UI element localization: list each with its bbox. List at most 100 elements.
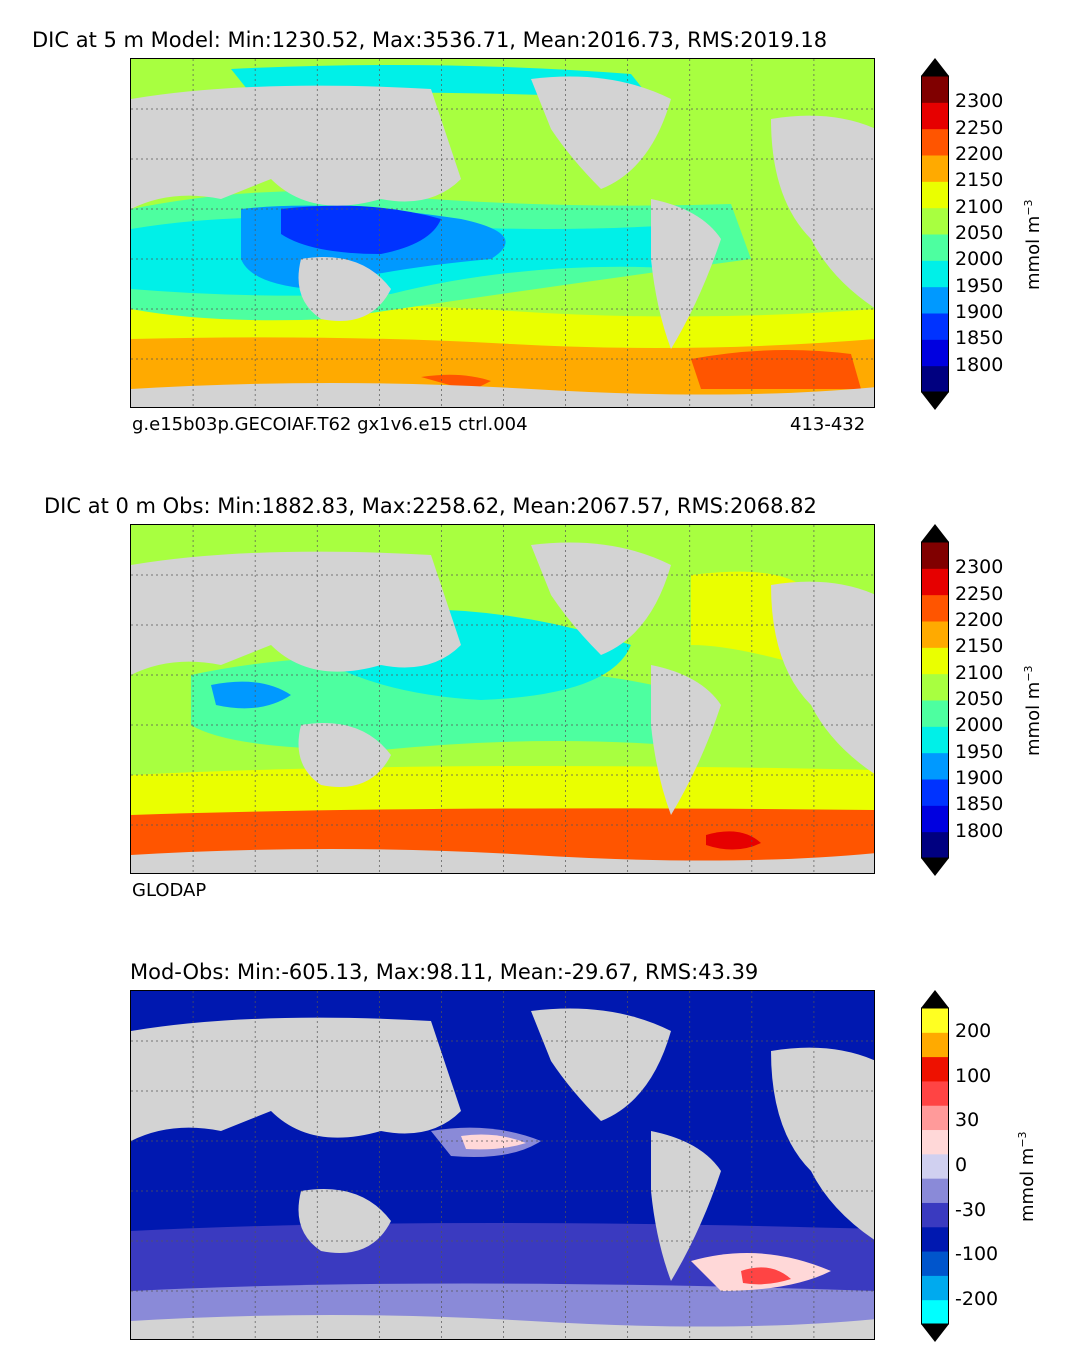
colorbar-tick-label: 2250 xyxy=(955,116,1004,139)
colorbar-tick-label: 2200 xyxy=(955,143,1004,165)
colorbar-segment xyxy=(921,1056,949,1082)
colorbar-segment xyxy=(921,1129,949,1155)
colorbar-segment xyxy=(921,365,949,393)
colorbar-segment xyxy=(921,1153,949,1179)
band-1900 xyxy=(281,205,441,254)
colorbar-tick-label: 2100 xyxy=(955,195,1004,218)
colorbar-segment xyxy=(921,339,949,367)
colorbar-tick-label: 1900 xyxy=(955,301,1004,323)
colorbar-segment xyxy=(921,313,949,340)
colorbar-segment xyxy=(921,1226,949,1252)
panel2-colorbar: 2300 2250 2200 2150 2100 2050 2000 1950 1900 1850… xyxy=(921,524,1003,876)
land-antarctica xyxy=(131,1315,874,1339)
panel3-title: Mod-Obs: Min:-605.13, Max:98.11, Mean:-2… xyxy=(130,960,759,984)
colorbar-segment xyxy=(921,1202,949,1228)
colorbar-segment xyxy=(921,542,949,569)
colorbar-segment xyxy=(921,1178,949,1203)
panel1-colorbar: 2300 2250 2200 2150 2100 2050 2000 1950 1900 1850… xyxy=(921,58,1003,410)
colorbar-extend-max xyxy=(921,58,949,76)
colorbar-segment xyxy=(921,76,949,103)
colorbar-tick-label: 0 xyxy=(955,1154,968,1176)
panel1-title: DIC at 5 m Model: Min:1230.52, Max:3536.… xyxy=(32,28,828,52)
colorbar-segment xyxy=(921,207,949,235)
colorbar-frame xyxy=(921,1007,949,1325)
colorbar-tick-label: -100 xyxy=(955,1243,999,1266)
colorbar-tick-label: 1850 xyxy=(955,793,1004,816)
colorbar-segment xyxy=(921,805,949,833)
colorbar-tick-label: 2000 xyxy=(955,714,1004,737)
colorbar-tick-label: 2200 xyxy=(955,609,1004,631)
colorbar-segment xyxy=(921,700,949,727)
patch-1950 xyxy=(211,681,291,709)
panel1-caption-left: g.e15b03p.GECOIAF.T62 gx1v6.e15 ctrl.004 xyxy=(132,414,528,435)
patch-2250b xyxy=(691,350,861,389)
colorbar-segment xyxy=(921,594,949,622)
colorbar-segment xyxy=(921,1299,949,1325)
panel2-caption-left: GLODAP xyxy=(132,880,207,901)
panel2-map-canvas xyxy=(131,525,874,873)
land-eurasia xyxy=(131,1017,461,1141)
colorbar-tick-label: 1900 xyxy=(955,767,1004,789)
colorbar-segment xyxy=(921,1008,949,1033)
colorbar-tick-label: 1950 xyxy=(955,274,1004,297)
colorbar-tick-label: 2000 xyxy=(955,248,1004,271)
colorbar-extend-max xyxy=(921,990,949,1008)
land-south-america xyxy=(651,1131,721,1281)
colorbar-extend-min xyxy=(921,858,949,876)
panel3-map-canvas xyxy=(131,991,874,1339)
colorbar-tick-label: 1950 xyxy=(955,740,1004,763)
land-north-america xyxy=(531,1008,671,1121)
land-australia xyxy=(298,257,391,321)
colorbar-segment xyxy=(921,102,949,130)
colorbar-tick-label: 200 xyxy=(955,1020,992,1043)
panel1-colorbar-label: mmol m−3 xyxy=(1022,199,1044,290)
colorbar-segment xyxy=(921,286,949,314)
colorbar-segment xyxy=(921,260,949,288)
colorbar-segment xyxy=(921,752,949,780)
colorbar-tick-label: 2050 xyxy=(955,688,1004,710)
colorbar-tick-label: 2300 xyxy=(955,90,1004,113)
colorbar-extend-min xyxy=(921,1324,949,1342)
colorbar-extend-max xyxy=(921,524,949,542)
colorbar-tick-label: 2100 xyxy=(955,661,1004,684)
colorbar-tick-label: 30 xyxy=(955,1109,980,1132)
land-north-america xyxy=(531,542,671,655)
colorbar-tick-label: 1800 xyxy=(955,819,1004,842)
land-africa xyxy=(771,1047,874,1240)
colorbar-tick-label: 1800 xyxy=(955,353,1004,376)
land-antarctica xyxy=(131,849,874,873)
patch-2300 xyxy=(706,831,761,850)
panel3-map xyxy=(130,990,875,1340)
panel3-colorbar-label: mmol m−3 xyxy=(1016,1131,1038,1222)
colorbar-frame xyxy=(921,75,949,393)
panel3-colorbar: 200 100 30 0 -30 -100 -200 xyxy=(921,990,998,1342)
colorbar-segment xyxy=(921,128,949,156)
colorbar-segment xyxy=(921,1080,949,1106)
panel1-caption-right: 413-432 xyxy=(790,414,866,435)
land-australia xyxy=(298,723,391,787)
colorbar-tick-label: 100 xyxy=(955,1064,992,1087)
land-africa xyxy=(771,115,874,308)
colorbar-segment xyxy=(921,831,949,859)
panel2-title: DIC at 0 m Obs: Min:1882.83, Max:2258.62… xyxy=(44,494,817,518)
panel2-map xyxy=(130,524,875,874)
land-eurasia xyxy=(131,85,461,209)
land-antarctica xyxy=(131,383,874,407)
colorbar-tick-label: 2300 xyxy=(955,556,1004,579)
colorbar-segment xyxy=(921,647,949,675)
land-africa xyxy=(771,581,874,774)
colorbar-segment xyxy=(921,181,949,209)
colorbar-segment xyxy=(921,1251,949,1276)
colorbar-segment xyxy=(921,1275,949,1301)
colorbar-segment xyxy=(921,155,949,182)
colorbar-tick-label: 2150 xyxy=(955,169,1004,192)
land-north-america xyxy=(531,76,671,189)
colorbar-tick-label: -30 xyxy=(955,1198,987,1221)
panel1-map-canvas xyxy=(131,59,874,407)
colorbar-frame xyxy=(921,541,949,859)
pacific-patch-pos xyxy=(461,1134,526,1150)
patch-positive-strong xyxy=(741,1267,791,1285)
colorbar-segment xyxy=(921,621,949,648)
colorbar-tick-label: 1850 xyxy=(955,327,1004,350)
colorbar-segment xyxy=(921,779,949,806)
